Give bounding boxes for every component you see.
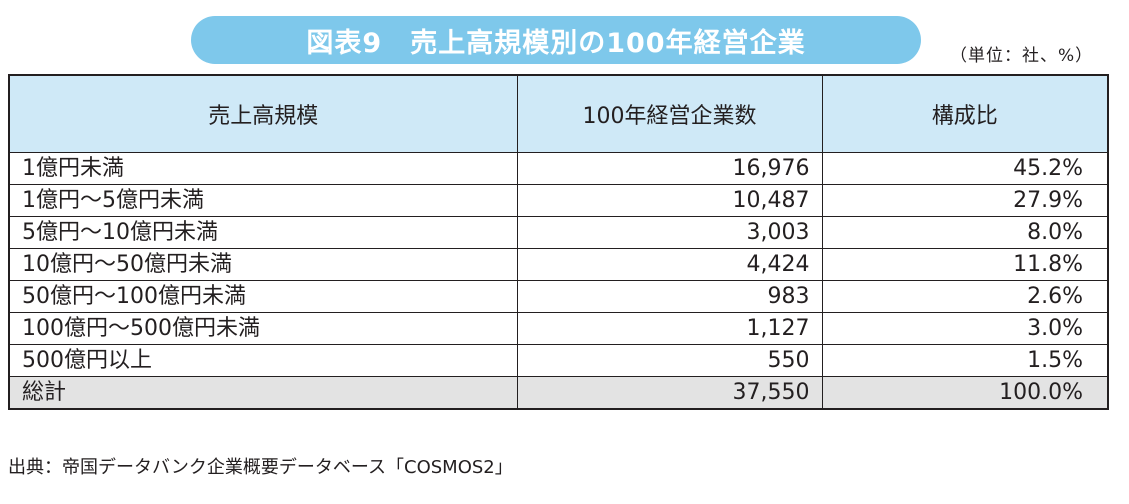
- row-label: 50億円～100億円未満: [9, 280, 517, 313]
- total-row: 総計 37,550 100.0%: [9, 376, 1108, 409]
- table-row: 500億円以上 550 1.5%: [9, 344, 1108, 377]
- header-share: 構成比: [821, 75, 1108, 153]
- row-share: 2.6%: [821, 280, 1108, 313]
- row-count: 550: [516, 344, 822, 377]
- row-label: 10億円～50億円未満: [9, 248, 517, 281]
- row-count: 4,424: [516, 248, 822, 281]
- row-label: 500億円以上: [9, 344, 517, 377]
- row-label: 5億円～10億円未満: [9, 216, 517, 249]
- row-share: 3.0%: [821, 312, 1108, 345]
- table-row: 100億円～500億円未満 1,127 3.0%: [9, 312, 1108, 345]
- table-row: 50億円～100億円未満 983 2.6%: [9, 280, 1108, 313]
- total-count: 37,550: [516, 376, 822, 409]
- row-share: 1.5%: [821, 344, 1108, 377]
- row-count: 10,487: [516, 184, 822, 217]
- header-company-count: 100年経営企業数: [516, 75, 822, 153]
- total-share: 100.0%: [821, 376, 1108, 409]
- table-row: 10億円～50億円未満 4,424 11.8%: [9, 248, 1108, 281]
- row-label: 100億円～500億円未満: [9, 312, 517, 345]
- data-table: 売上高規模 100年経営企業数 構成比 1億円未満 16,976 45.2% 1…: [8, 74, 1109, 410]
- table-title: 図表9 売上高規模別の100年経営企業: [191, 16, 921, 64]
- row-share: 45.2%: [821, 152, 1108, 185]
- header-sales-scale: 売上高規模: [9, 75, 517, 153]
- table-row: 1億円未満 16,976 45.2%: [9, 152, 1108, 185]
- row-label: 1億円未満: [9, 152, 517, 185]
- row-share: 8.0%: [821, 216, 1108, 249]
- row-count: 3,003: [516, 216, 822, 249]
- row-label: 1億円～5億円未満: [9, 184, 517, 217]
- unit-note: （単位：社、%）: [950, 46, 1094, 66]
- row-count: 16,976: [516, 152, 822, 185]
- header-row: 売上高規模 100年経営企業数 構成比: [9, 75, 1108, 153]
- table-row: 5億円～10億円未満 3,003 8.0%: [9, 216, 1108, 249]
- row-share: 11.8%: [821, 248, 1108, 281]
- source-note: 出典：帝国データバンク企業概要データベース「COSMOS2」: [8, 457, 513, 478]
- row-share: 27.9%: [821, 184, 1108, 217]
- total-label: 総計: [9, 376, 517, 409]
- table-row: 1億円～5億円未満 10,487 27.9%: [9, 184, 1108, 217]
- row-count: 1,127: [516, 312, 822, 345]
- row-count: 983: [516, 280, 822, 313]
